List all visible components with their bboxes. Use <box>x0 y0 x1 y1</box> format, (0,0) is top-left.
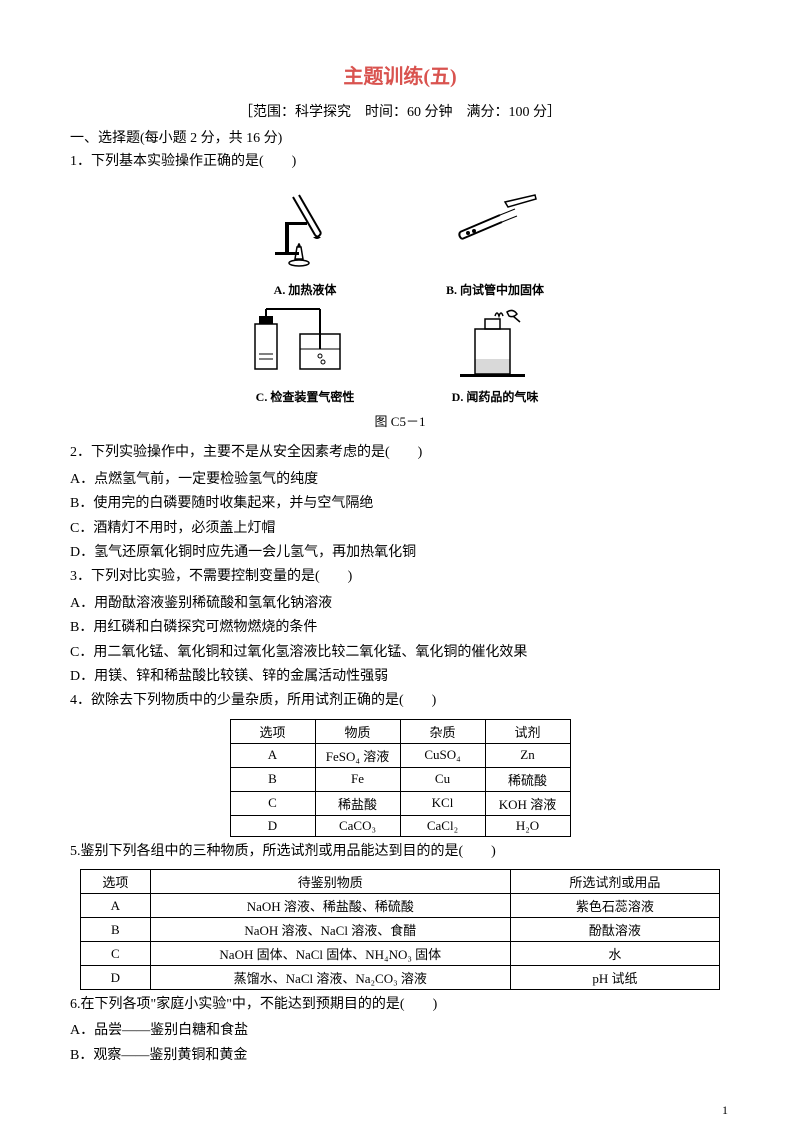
th: 物质 <box>315 719 400 743</box>
smell-icon <box>455 304 535 384</box>
question-4: 4．欲除去下列物质中的少量杂质，所用试剂正确的是( ) <box>70 690 730 712</box>
table-row: 选项 物质 杂质 试剂 <box>230 719 570 743</box>
figure-c-label: C. 检查装置气密性 <box>256 388 355 405</box>
question-3: 3．下列对比实验，不需要控制变量的是( ) <box>70 566 730 588</box>
figure-c: C. 检查装置气密性 <box>235 304 375 405</box>
q3-option-a: A．用酚酞溶液鉴别稀硫酸和氢氧化钠溶液 <box>70 593 730 615</box>
figure-d-label: D. 闻药品的气味 <box>452 388 539 405</box>
q3-option-d: D．用镁、锌和稀盐酸比较镁、锌的金属活动性强弱 <box>70 666 730 688</box>
q2-option-c: C．酒精灯不用时，必须盖上灯帽 <box>70 518 730 540</box>
q3-option-c: C．用二氧化锰、氧化铜和过氧化氢溶液比较二氧化锰、氧化铜的催化效果 <box>70 642 730 664</box>
question-5: 5.鉴别下列各组中的三种物质，所选试剂或用品能达到目的的是( ) <box>70 841 730 863</box>
question-1: 1．下列基本实验操作正确的是( ) <box>70 151 730 173</box>
th: 待鉴别物质 <box>150 870 510 894</box>
q2-option-d: D．氢气还原氧化铜时应先通一会儿氢气，再加热氧化铜 <box>70 542 730 564</box>
heating-liquid-icon <box>265 187 345 277</box>
q3-option-b: B．用红磷和白磷探究可燃物燃烧的条件 <box>70 617 730 639</box>
table-1: 选项 物质 杂质 试剂 AFeSO₄ 溶液CuSO₄Zn BFeCu稀硫酸 C稀… <box>230 719 571 837</box>
figure-caption: 图 C5－1 <box>70 411 730 430</box>
th: 选项 <box>81 870 151 894</box>
figure-b-label: B. 向试管中加固体 <box>446 281 544 298</box>
table-row: D蒸馏水、NaCl 溶液、Na₂CO₃ 溶液pH 试纸 <box>81 966 720 990</box>
table-row: BNaOH 溶液、NaCl 溶液、食醋酚酞溶液 <box>81 918 720 942</box>
table-row: AFeSO₄ 溶液CuSO₄Zn <box>230 743 570 767</box>
table-row: ANaOH 溶液、稀盐酸、稀硫酸紫色石蕊溶液 <box>81 894 720 918</box>
q2-option-b: B．使用完的白磷要随时收集起来，并与空气隔绝 <box>70 493 730 515</box>
table-row: C稀盐酸KClKOH 溶液 <box>230 791 570 815</box>
figure-a: A. 加热液体 <box>235 187 375 298</box>
page-number: 1 <box>722 1103 728 1118</box>
page-title: 主题训练(五) <box>70 60 730 89</box>
figure-d: D. 闻药品的气味 <box>425 304 565 405</box>
figure-b: B. 向试管中加固体 <box>425 187 565 298</box>
table-row: BFeCu稀硫酸 <box>230 767 570 791</box>
figure-a-label: A. 加热液体 <box>274 281 337 298</box>
th: 所选试剂或用品 <box>510 870 719 894</box>
subtitle: ［范围：科学探究 时间：60 分钟 满分：100 分］ <box>70 101 730 121</box>
q6-option-a: A．品尝——鉴别白糖和食盐 <box>70 1020 730 1042</box>
table-row: CNaOH 固体、NaCl 固体、NH₄NO₃ 固体水 <box>81 942 720 966</box>
adding-solid-icon <box>450 187 540 277</box>
q6-option-b: B．观察——鉴别黄铜和黄金 <box>70 1045 730 1067</box>
table-2: 选项 待鉴别物质 所选试剂或用品 ANaOH 溶液、稀盐酸、稀硫酸紫色石蕊溶液 … <box>80 869 720 990</box>
th: 选项 <box>230 719 315 743</box>
th: 杂质 <box>400 719 485 743</box>
section-header: 一、选择题(每小题 2 分，共 16 分) <box>70 127 730 147</box>
airtight-check-icon <box>245 304 365 384</box>
question-2: 2．下列实验操作中，主要不是从安全因素考虑的是( ) <box>70 442 730 464</box>
q2-option-a: A．点燃氢气前，一定要检验氢气的纯度 <box>70 469 730 491</box>
table-row: DCaCO₃CaCl₂H₂O <box>230 815 570 836</box>
table-row: 选项 待鉴别物质 所选试剂或用品 <box>81 870 720 894</box>
th: 试剂 <box>485 719 570 743</box>
question-6: 6.在下列各项"家庭小实验"中，不能达到预期目的的是( ) <box>70 994 730 1016</box>
figure-block: A. 加热液体 B. 向试管中加固体 <box>70 187 730 430</box>
